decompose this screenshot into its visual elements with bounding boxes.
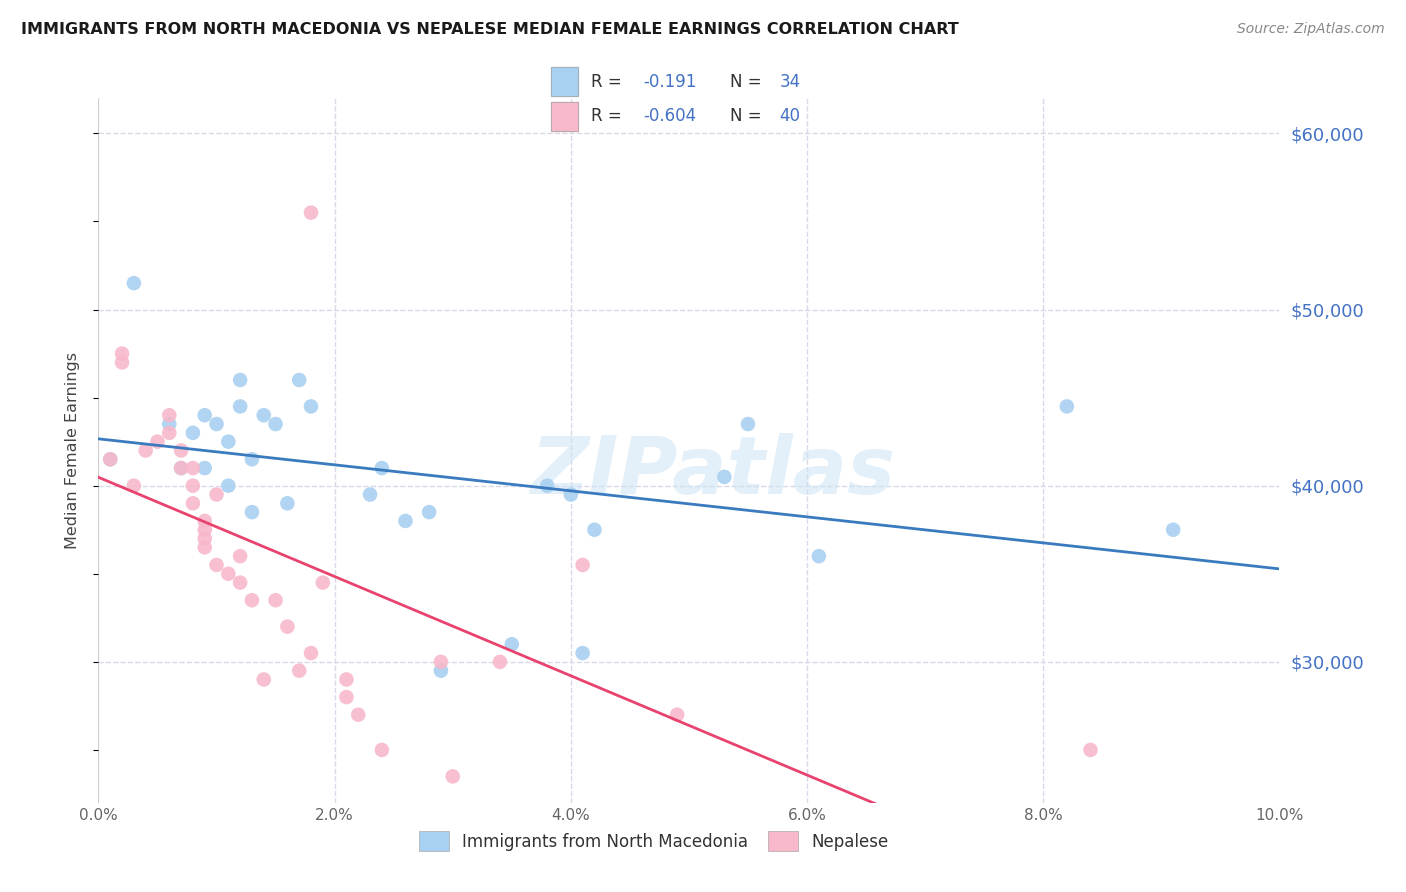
Text: R =: R = <box>591 107 621 125</box>
Point <box>560 487 582 501</box>
Point <box>194 532 217 546</box>
Point <box>194 541 217 555</box>
Point <box>347 707 370 722</box>
Point <box>170 461 193 475</box>
Point <box>253 673 276 687</box>
Text: ZIPatlas: ZIPatlas <box>530 433 896 510</box>
Point <box>288 373 311 387</box>
Point <box>122 276 145 290</box>
Point <box>359 487 381 501</box>
Point <box>1056 400 1078 414</box>
Text: 34: 34 <box>779 73 800 91</box>
Point <box>146 434 169 449</box>
Point <box>181 478 204 492</box>
Point <box>737 417 759 431</box>
Point <box>713 470 735 484</box>
Point <box>264 593 287 607</box>
Point <box>371 743 394 757</box>
Point <box>98 452 121 467</box>
Point <box>157 409 180 423</box>
Point <box>181 425 204 440</box>
Point <box>157 417 180 431</box>
Point <box>205 417 228 431</box>
Text: -0.604: -0.604 <box>644 107 696 125</box>
Point <box>276 496 298 510</box>
Point <box>194 461 217 475</box>
Point <box>335 690 357 705</box>
Text: 40: 40 <box>779 107 800 125</box>
Point <box>194 514 217 528</box>
Point <box>430 655 453 669</box>
Point <box>371 461 394 475</box>
Point <box>288 664 311 678</box>
Text: R =: R = <box>591 73 621 91</box>
Text: N =: N = <box>730 107 762 125</box>
Point <box>170 461 193 475</box>
Point <box>240 505 263 519</box>
Bar <box>551 102 578 130</box>
Bar <box>551 67 578 95</box>
Point <box>536 478 558 492</box>
Point <box>111 346 134 360</box>
Point <box>194 523 217 537</box>
Point <box>205 558 228 572</box>
Point <box>312 575 335 590</box>
Point <box>501 637 523 651</box>
Point <box>229 373 252 387</box>
Text: N =: N = <box>730 73 762 91</box>
Text: Source: ZipAtlas.com: Source: ZipAtlas.com <box>1237 22 1385 37</box>
Point <box>276 620 298 634</box>
Point <box>229 549 252 564</box>
Point <box>122 478 145 492</box>
Point <box>229 400 252 414</box>
Point <box>170 443 193 458</box>
Point <box>430 664 453 678</box>
Point <box>157 425 180 440</box>
Point <box>418 505 440 519</box>
Point <box>240 593 263 607</box>
Point <box>666 707 689 722</box>
Point <box>181 461 204 475</box>
Point <box>253 409 276 423</box>
Point <box>583 523 606 537</box>
Bar <box>551 67 578 95</box>
Point <box>217 478 239 492</box>
Point <box>217 434 239 449</box>
Point <box>299 205 322 219</box>
Point <box>194 409 217 423</box>
Point <box>394 514 416 528</box>
Y-axis label: Median Female Earnings: Median Female Earnings <box>65 352 80 549</box>
Point <box>441 769 464 783</box>
Point <box>335 673 357 687</box>
Point <box>229 575 252 590</box>
Point <box>217 566 239 581</box>
Point <box>264 417 287 431</box>
Text: -0.191: -0.191 <box>644 73 697 91</box>
Text: IMMIGRANTS FROM NORTH MACEDONIA VS NEPALESE MEDIAN FEMALE EARNINGS CORRELATION C: IMMIGRANTS FROM NORTH MACEDONIA VS NEPAL… <box>21 22 959 37</box>
Point <box>98 452 121 467</box>
Point <box>571 646 593 660</box>
Point <box>1080 743 1102 757</box>
Point <box>205 487 228 501</box>
Point <box>571 558 593 572</box>
Point <box>1161 523 1184 537</box>
Point <box>299 646 322 660</box>
Bar <box>551 102 578 130</box>
Point <box>240 452 263 467</box>
Point <box>135 443 157 458</box>
Point <box>181 496 204 510</box>
Point <box>299 400 322 414</box>
Legend: Immigrants from North Macedonia, Nepalese: Immigrants from North Macedonia, Nepales… <box>412 824 896 858</box>
Point <box>807 549 830 564</box>
Point <box>111 355 134 369</box>
Point <box>489 655 512 669</box>
